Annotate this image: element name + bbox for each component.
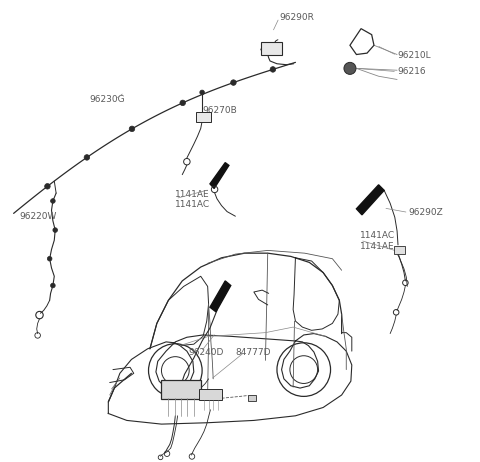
Text: 96270B: 96270B — [202, 106, 237, 116]
Circle shape — [344, 62, 356, 74]
Text: 96210L: 96210L — [397, 51, 431, 60]
Polygon shape — [210, 281, 231, 312]
Circle shape — [53, 228, 58, 232]
Text: 1141AC: 1141AC — [360, 231, 395, 240]
Text: 96230G: 96230G — [90, 95, 125, 104]
Text: 96290Z: 96290Z — [408, 208, 444, 217]
Text: 96220W: 96220W — [19, 212, 57, 221]
Circle shape — [50, 283, 55, 288]
Circle shape — [200, 90, 204, 95]
Text: 1141AE: 1141AE — [360, 242, 395, 251]
Text: 1141AE: 1141AE — [175, 189, 210, 199]
Circle shape — [270, 67, 276, 72]
FancyBboxPatch shape — [161, 380, 201, 399]
Circle shape — [48, 256, 52, 261]
FancyBboxPatch shape — [261, 42, 282, 55]
Circle shape — [45, 183, 50, 189]
Circle shape — [231, 80, 236, 85]
Text: 96216: 96216 — [397, 67, 426, 76]
FancyBboxPatch shape — [199, 389, 222, 400]
Circle shape — [84, 155, 90, 160]
Text: 96240D: 96240D — [188, 347, 224, 357]
Text: 84777D: 84777D — [235, 347, 271, 357]
Polygon shape — [210, 163, 229, 188]
Text: 1141AC: 1141AC — [175, 200, 210, 209]
Text: 96290R: 96290R — [279, 13, 314, 22]
Polygon shape — [357, 185, 384, 215]
FancyBboxPatch shape — [196, 112, 211, 122]
Circle shape — [50, 199, 55, 203]
FancyBboxPatch shape — [394, 246, 406, 254]
FancyBboxPatch shape — [248, 395, 256, 401]
Circle shape — [129, 126, 135, 132]
Circle shape — [180, 100, 185, 106]
